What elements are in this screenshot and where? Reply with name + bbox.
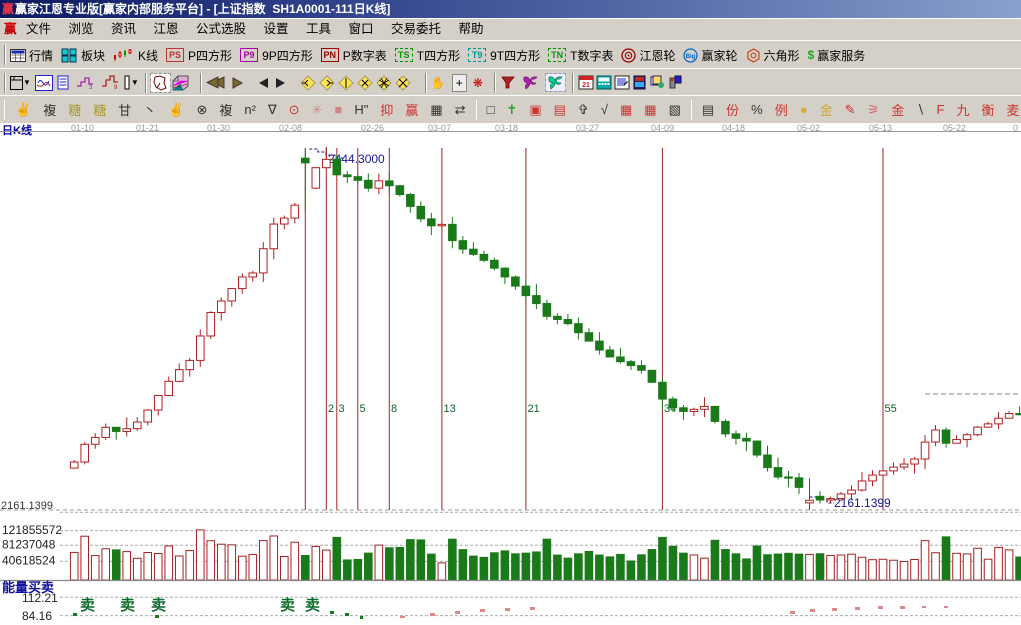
svg-text:卖: 卖: [280, 597, 295, 614]
svg-text:5: 5: [360, 403, 366, 415]
svg-text:13: 13: [444, 403, 456, 415]
svg-text:81237048: 81237048: [2, 538, 56, 552]
svg-text:121855572: 121855572: [2, 523, 62, 537]
svg-text:40618524: 40618524: [2, 554, 56, 568]
svg-text:2: 2: [328, 403, 334, 415]
svg-text:卖: 卖: [151, 597, 166, 614]
svg-text:55: 55: [885, 403, 897, 415]
svg-text:3: 3: [339, 403, 345, 415]
svg-text:112.21: 112.21: [22, 591, 58, 605]
svg-text:84.16: 84.16: [22, 609, 52, 623]
svg-text:卖: 卖: [80, 597, 95, 614]
svg-text:8: 8: [391, 403, 397, 415]
svg-text:2161.1399: 2161.1399: [1, 500, 53, 512]
svg-text:21: 21: [528, 403, 540, 415]
svg-text:卖: 卖: [120, 597, 135, 614]
svg-text:卖: 卖: [305, 597, 320, 614]
